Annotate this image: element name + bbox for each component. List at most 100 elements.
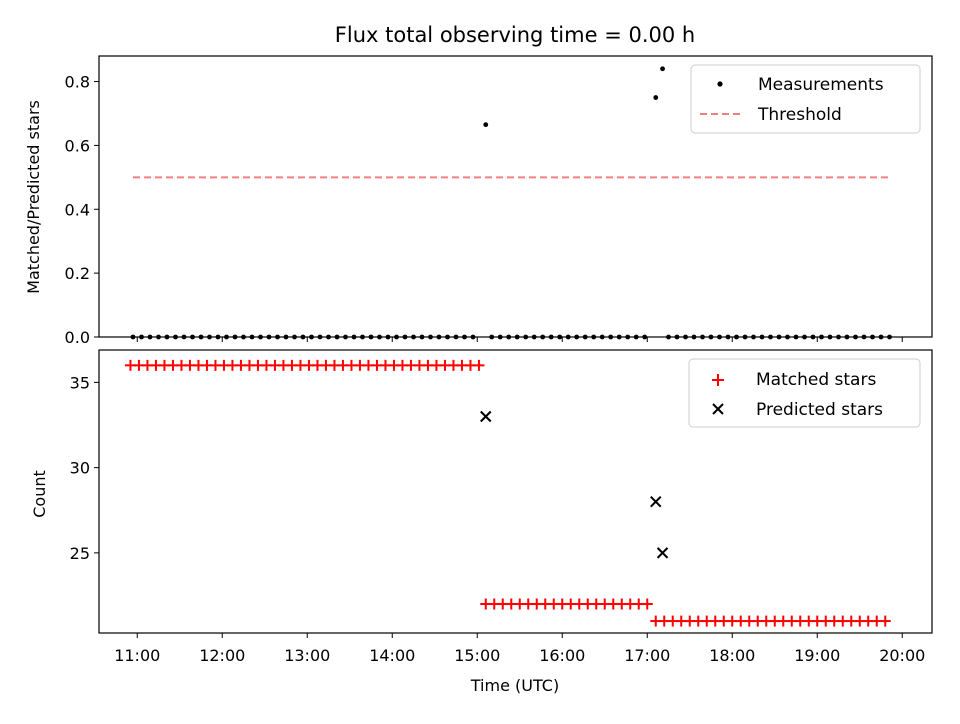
measurement-point bbox=[249, 334, 255, 340]
measurement-point bbox=[368, 334, 374, 340]
measurement-point bbox=[394, 334, 399, 340]
y-tick-label: 0.6 bbox=[65, 136, 90, 155]
y-tick-label: 30 bbox=[70, 459, 90, 478]
x-tick-label: 13:00 bbox=[284, 646, 330, 665]
x-tick-label: 14:00 bbox=[369, 646, 415, 665]
y-tick-label: 35 bbox=[70, 373, 90, 392]
matched-star-point bbox=[473, 359, 485, 371]
measurement-point bbox=[776, 334, 782, 340]
measurement-point bbox=[360, 334, 365, 340]
measurement-point bbox=[759, 334, 765, 340]
bottom-plot-data bbox=[124, 359, 891, 627]
predicted-star-point bbox=[480, 410, 492, 423]
measurement-point bbox=[326, 334, 331, 340]
measurement-point bbox=[844, 334, 850, 340]
measurement-point bbox=[266, 334, 272, 340]
measurement-point bbox=[317, 334, 323, 340]
measurement-point bbox=[700, 334, 705, 340]
measurement-point bbox=[548, 334, 554, 340]
measurement-point bbox=[489, 334, 495, 340]
measurement-point bbox=[531, 334, 537, 340]
measurement-point bbox=[506, 334, 512, 340]
x-tick-label: 11:00 bbox=[114, 646, 160, 665]
matched-star-point bbox=[879, 615, 891, 627]
measurement-point bbox=[173, 334, 178, 340]
measurement-point bbox=[462, 334, 467, 340]
measurement-point bbox=[343, 334, 348, 340]
bottom-x-ticks: 11:00 12:00 13:00 14:00 15:00 16:00 17:00 18:00… bbox=[114, 633, 925, 665]
measurement-point bbox=[164, 334, 170, 340]
measurement-point bbox=[292, 334, 297, 340]
matched-star-point bbox=[641, 598, 653, 610]
top-axes: 0.00.20.40.60.8 Matched/Predicted stars … bbox=[24, 55, 933, 347]
y-tick-label: 0.4 bbox=[65, 200, 90, 219]
top-y-axis-label: Matched/Predicted stars bbox=[24, 100, 43, 294]
measurement-point bbox=[215, 334, 221, 340]
measurement-point bbox=[523, 334, 529, 340]
measurement-point bbox=[351, 334, 357, 340]
measurement-point bbox=[309, 334, 314, 340]
measurement-point bbox=[232, 334, 238, 340]
measurement-point bbox=[411, 334, 416, 340]
top-legend-box bbox=[690, 64, 921, 134]
measurement-point bbox=[156, 334, 161, 340]
measurement-point bbox=[574, 334, 580, 340]
measurement-point bbox=[608, 334, 614, 340]
measurement-point bbox=[591, 334, 597, 340]
predicted-star-point bbox=[650, 496, 662, 508]
measurement-point bbox=[445, 334, 450, 340]
measurement-point bbox=[691, 334, 697, 340]
y-tick-label: 25 bbox=[70, 544, 90, 563]
y-tick-label: 0.0 bbox=[65, 328, 90, 347]
measurement-point bbox=[224, 334, 229, 340]
y-tick-label: 0.2 bbox=[65, 264, 90, 283]
measurement-point bbox=[402, 334, 408, 340]
measurement-point bbox=[819, 334, 824, 340]
measurement-point bbox=[453, 334, 459, 340]
measurement-point bbox=[768, 334, 773, 340]
bottom-legend-box bbox=[688, 358, 921, 428]
measurement-point bbox=[599, 334, 605, 340]
measurement-point bbox=[241, 334, 246, 340]
x-tick-label: 12:00 bbox=[199, 646, 245, 665]
measurement-point bbox=[683, 334, 688, 340]
measurement-point bbox=[419, 334, 425, 340]
measurement-point bbox=[147, 334, 153, 340]
measurement-point bbox=[385, 334, 391, 340]
measurement-point bbox=[674, 334, 680, 340]
measurement-point bbox=[878, 334, 884, 340]
measurement-point bbox=[514, 334, 520, 340]
legend-threshold-label: Threshold bbox=[757, 105, 842, 125]
predicted-star-point bbox=[656, 547, 669, 559]
bottom-y-axis-label: Count bbox=[30, 470, 49, 518]
measurement-point bbox=[836, 334, 841, 340]
measurement-point bbox=[616, 334, 622, 340]
measurement-point bbox=[870, 334, 875, 340]
bottom-axes: 25 30 35 11:00 12:00 13:00 14:00 15:00 16:00 17:… bbox=[30, 349, 933, 695]
y-tick-label: 0.8 bbox=[65, 73, 90, 92]
x-tick-label: 16:00 bbox=[539, 646, 585, 665]
measurement-point bbox=[582, 334, 588, 340]
legend-measurements-marker bbox=[717, 81, 723, 87]
measurement-point bbox=[540, 334, 546, 340]
measurement-point bbox=[470, 334, 476, 340]
measurement-point bbox=[130, 334, 136, 340]
chart-title: Flux total observing time = 0.00 h bbox=[335, 23, 695, 47]
measurement-point bbox=[802, 334, 807, 340]
measurement-point bbox=[625, 334, 631, 340]
bottom-legend: Matched stars Predicted stars bbox=[688, 358, 921, 428]
x-tick-label: 19:00 bbox=[794, 646, 840, 665]
x-tick-label: 18:00 bbox=[709, 646, 755, 665]
top-legend: Measurements Threshold bbox=[690, 64, 921, 134]
measurement-point bbox=[751, 334, 756, 340]
measurement-point bbox=[198, 334, 204, 340]
measurement-point bbox=[653, 95, 659, 100]
measurement-point bbox=[853, 334, 858, 340]
measurement-point bbox=[717, 334, 722, 340]
measurement-point bbox=[275, 334, 280, 340]
x-tick-label: 20:00 bbox=[879, 646, 925, 665]
measurement-point bbox=[181, 334, 187, 340]
measurement-point bbox=[861, 334, 867, 340]
